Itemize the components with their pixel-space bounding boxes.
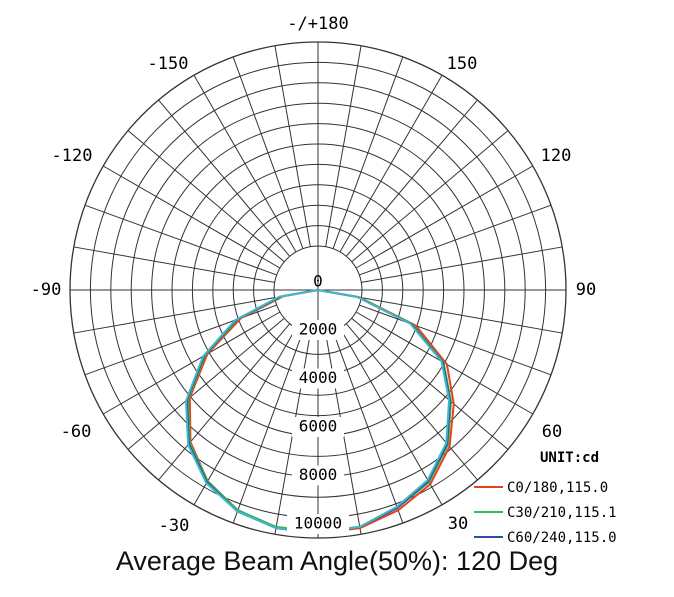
angle-tick-label: 30 xyxy=(448,514,468,534)
grid-spoke xyxy=(355,165,534,269)
grid-spoke xyxy=(73,246,275,283)
grid-spoke xyxy=(345,99,478,257)
grid-spoke xyxy=(339,74,443,253)
radial-tick-label: 0 xyxy=(313,272,323,291)
legend: UNIT:cd C0/180,115.0 C30/210,115.1 C60/240,… xyxy=(474,450,617,545)
grid-spoke xyxy=(158,99,291,257)
grid-spoke xyxy=(325,45,362,247)
grid-spoke xyxy=(351,317,509,450)
angle-tick-label: -30 xyxy=(159,516,190,536)
radial-tick-label: 6000 xyxy=(299,417,338,436)
grid-spoke xyxy=(361,297,563,334)
grid-spoke xyxy=(102,311,281,415)
grid-spoke xyxy=(193,327,297,506)
grid-spoke xyxy=(339,327,443,506)
polar-intensity-chart: -/+180 -150 150 -120 120 -90 90 -60 60 -30 30 0 2000… xyxy=(31,14,617,545)
grid-spoke xyxy=(232,331,304,524)
angle-tick-label: 120 xyxy=(541,146,572,166)
ring-label-bg xyxy=(292,465,344,486)
angle-tick-label: 150 xyxy=(447,54,478,74)
grid-spoke xyxy=(232,56,304,249)
grid-spoke xyxy=(127,130,285,263)
grid-spoke xyxy=(332,56,404,249)
grid-spoke xyxy=(84,204,277,276)
legend-entry: C60/240,115.0 xyxy=(507,530,617,545)
angle-tick-label: -60 xyxy=(61,422,92,442)
ring-label-bg xyxy=(287,514,349,534)
angle-tick-label: 60 xyxy=(542,422,562,442)
radial-tick-label: 4000 xyxy=(299,368,338,387)
grid-spoke xyxy=(361,246,563,283)
legend-entry: C30/210,115.1 xyxy=(507,505,617,521)
grid-spoke xyxy=(359,204,552,276)
angle-tick-label: -/+180 xyxy=(287,14,348,34)
ring-label-bg xyxy=(292,320,344,340)
grid-spoke xyxy=(193,74,297,253)
grid-spoke xyxy=(102,165,281,269)
grid-spoke xyxy=(332,331,404,524)
angle-tick-label: -150 xyxy=(148,54,189,74)
radial-tick-label: 10000 xyxy=(294,514,342,533)
grid-spoke xyxy=(345,323,478,481)
beam-angle-caption: Average Beam Angle(50%): 120 Deg xyxy=(115,546,559,576)
grid-spoke xyxy=(359,304,552,376)
unit-label: UNIT:cd xyxy=(540,450,599,466)
radial-tick-label: 8000 xyxy=(299,465,338,484)
grid-spoke xyxy=(351,130,509,263)
legend-entry: C0/180,115.0 xyxy=(507,480,608,496)
ring-label-bg xyxy=(292,368,344,389)
grid-spoke xyxy=(274,45,311,247)
radial-tick-label: 2000 xyxy=(299,320,338,339)
grid-spoke xyxy=(158,323,291,481)
grid-spoke xyxy=(73,297,275,334)
polar-grid xyxy=(69,41,567,539)
angle-tick-label: 90 xyxy=(576,280,596,300)
grid-spoke xyxy=(127,317,285,450)
angle-tick-label: -120 xyxy=(52,146,93,166)
angle-tick-label: -90 xyxy=(31,280,62,300)
label-layer: -/+180 -150 150 -120 120 -90 90 -60 60 -30 30 0 2000… xyxy=(31,14,597,536)
ring-label-bg xyxy=(292,417,344,437)
